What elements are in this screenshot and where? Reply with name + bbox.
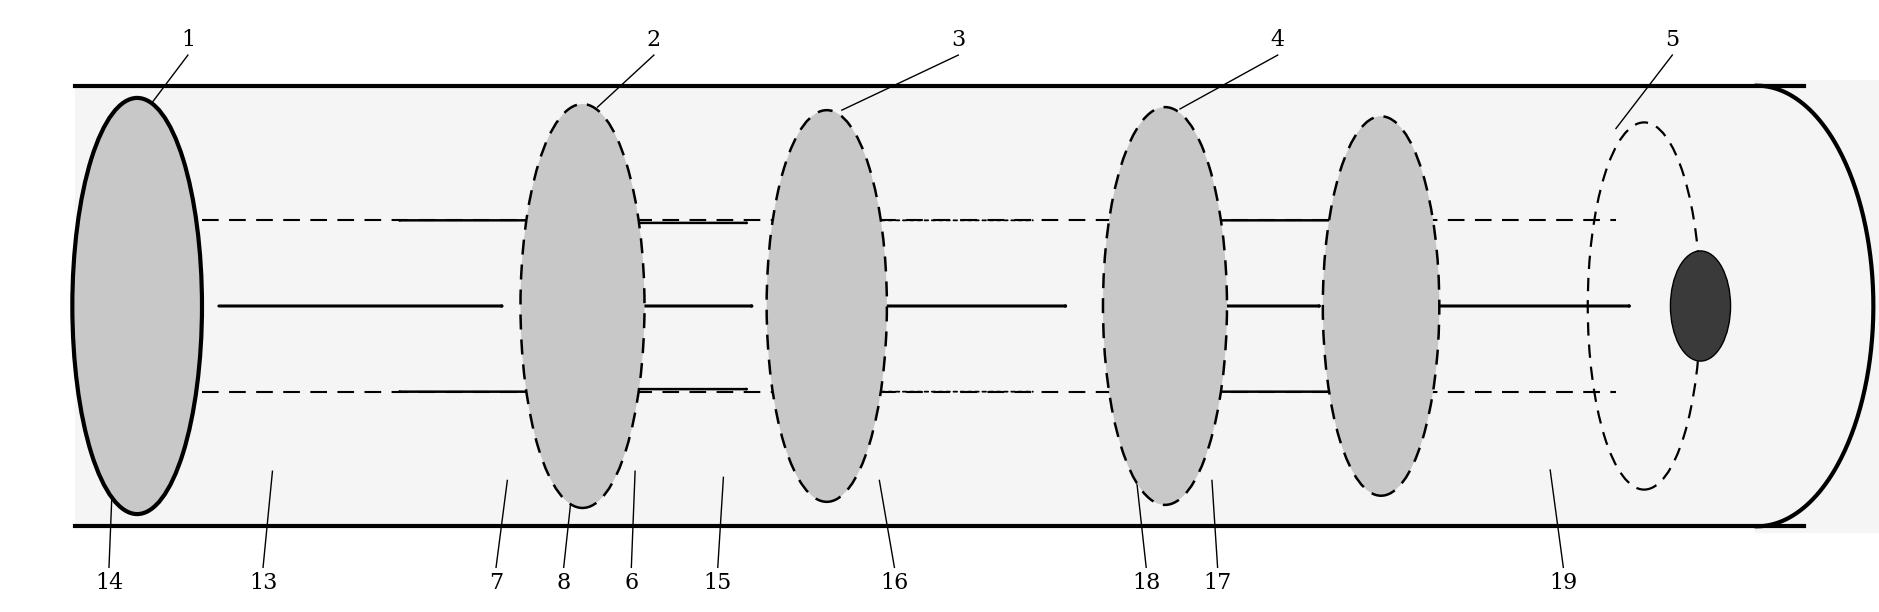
Ellipse shape [767, 110, 887, 502]
Ellipse shape [573, 275, 592, 336]
Ellipse shape [537, 160, 628, 452]
Ellipse shape [90, 156, 184, 456]
Ellipse shape [1353, 211, 1409, 401]
Ellipse shape [118, 244, 156, 368]
Text: 7: 7 [489, 572, 504, 594]
Ellipse shape [1103, 107, 1227, 505]
Text: 8: 8 [556, 572, 571, 594]
Text: 3: 3 [951, 29, 966, 51]
Text: 17: 17 [1203, 572, 1233, 594]
Ellipse shape [552, 205, 613, 407]
Ellipse shape [1323, 116, 1439, 496]
Text: 16: 16 [879, 572, 909, 594]
Ellipse shape [1364, 249, 1398, 363]
Ellipse shape [128, 275, 147, 337]
Ellipse shape [564, 245, 601, 367]
Text: 13: 13 [248, 572, 278, 594]
Ellipse shape [797, 208, 857, 404]
Ellipse shape [817, 277, 836, 335]
Text: 14: 14 [94, 572, 124, 594]
Text: 2: 2 [646, 29, 661, 51]
Text: 15: 15 [703, 572, 733, 594]
Text: 6: 6 [624, 572, 639, 594]
Polygon shape [1757, 86, 1873, 526]
Ellipse shape [1372, 278, 1390, 334]
Text: 5: 5 [1665, 29, 1680, 51]
Text: 18: 18 [1131, 572, 1161, 594]
Ellipse shape [1156, 276, 1174, 336]
Ellipse shape [1340, 170, 1422, 442]
Ellipse shape [1120, 163, 1210, 449]
Ellipse shape [1146, 246, 1184, 366]
Ellipse shape [1133, 207, 1197, 405]
Ellipse shape [520, 104, 644, 508]
Ellipse shape [105, 202, 169, 410]
Polygon shape [1755, 80, 1879, 532]
Polygon shape [75, 86, 1804, 526]
Text: 4: 4 [1270, 29, 1285, 51]
Ellipse shape [784, 165, 870, 447]
Ellipse shape [71, 98, 203, 514]
Ellipse shape [1670, 251, 1731, 361]
Ellipse shape [808, 247, 846, 365]
Text: 1: 1 [180, 29, 195, 51]
Text: 19: 19 [1548, 572, 1578, 594]
